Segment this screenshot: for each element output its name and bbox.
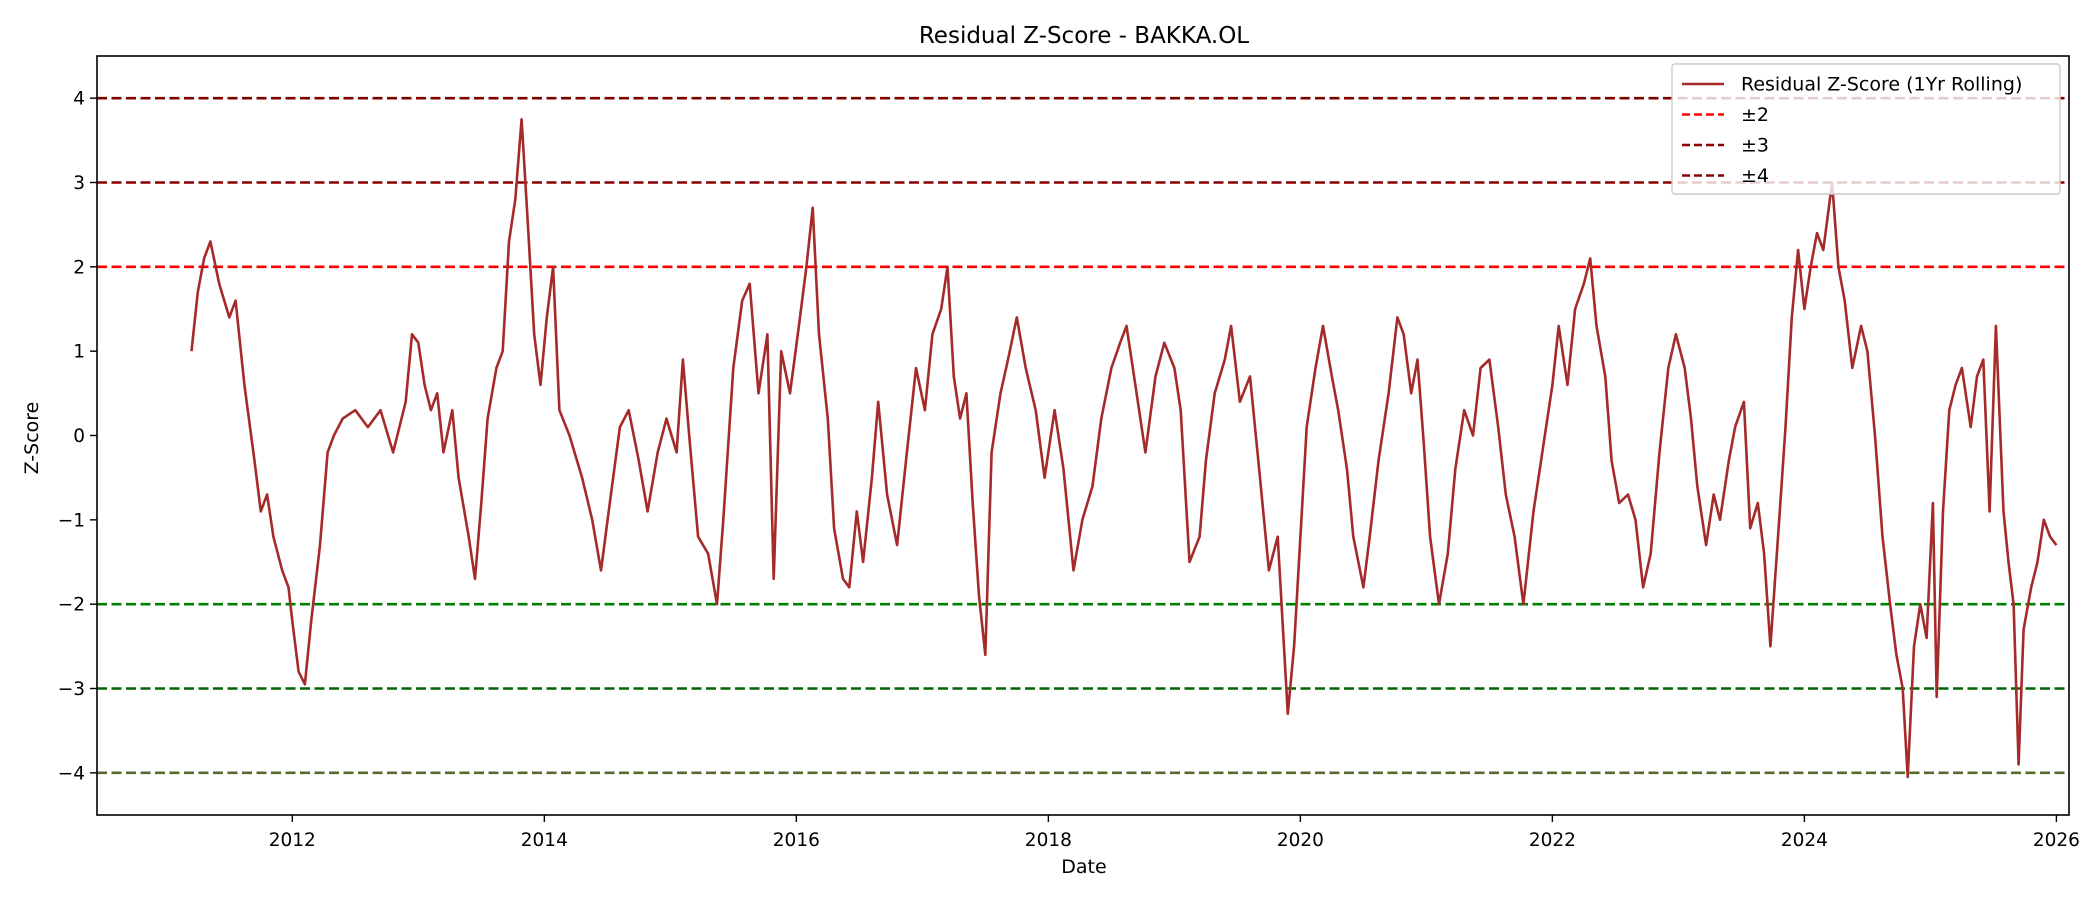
y-tick-label: 3: [73, 173, 85, 194]
legend-item-plus-minus-3-label: ±3: [1741, 135, 1769, 157]
chart-title: Residual Z-Score - BAKKA.OL: [919, 23, 1249, 49]
y-tick-label: −2: [58, 595, 85, 616]
legend-item-series-label: Residual Z-Score (1Yr Rolling): [1741, 74, 2022, 96]
legend-item-plus-minus-4-label: ±4: [1741, 165, 1769, 187]
y-tick-label: −3: [58, 679, 85, 700]
x-tick-label: 2018: [1025, 830, 1072, 851]
y-tick-label: 0: [73, 426, 85, 447]
legend: Residual Z-Score (1Yr Rolling) ±2 ±3 ±4: [1671, 63, 2061, 195]
y-tick-label: 2: [73, 257, 85, 278]
y-tick-label: −4: [58, 763, 85, 784]
x-tick-label: 2014: [521, 830, 568, 851]
legend-item-plus-minus-2-label: ±2: [1741, 104, 1769, 126]
y-tick-label: −1: [58, 510, 85, 531]
y-tick-label: 4: [73, 89, 85, 110]
series-line-residual-z-score: [190, 118, 2058, 779]
y-axis-title: Z-Score: [21, 402, 43, 475]
x-tick-label: 2016: [773, 830, 820, 851]
x-tick-label: 2024: [1781, 830, 1828, 851]
x-tick-label: 2012: [269, 830, 316, 851]
x-tick-label: 2022: [1529, 830, 1576, 851]
x-tick-label: 2026: [2033, 830, 2080, 851]
x-tick-label: 2020: [1277, 830, 1324, 851]
x-axis-title: Date: [1061, 856, 1106, 878]
plot-area: 2012 2014 2016 2018 2020 2022 2024 2026 4 3 2 1 0 −1 −…: [58, 55, 2080, 851]
legend-frame: [1671, 63, 2061, 195]
y-tick-label: 1: [73, 342, 85, 363]
